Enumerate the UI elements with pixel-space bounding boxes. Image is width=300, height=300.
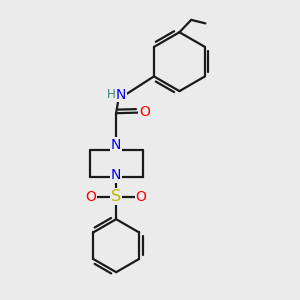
Text: N: N	[111, 138, 121, 152]
Text: N: N	[111, 168, 121, 182]
Text: O: O	[139, 105, 150, 119]
Text: S: S	[111, 189, 121, 204]
Text: O: O	[86, 190, 97, 203]
Text: H: H	[106, 88, 115, 101]
Text: N: N	[116, 88, 126, 102]
Text: O: O	[136, 190, 147, 203]
